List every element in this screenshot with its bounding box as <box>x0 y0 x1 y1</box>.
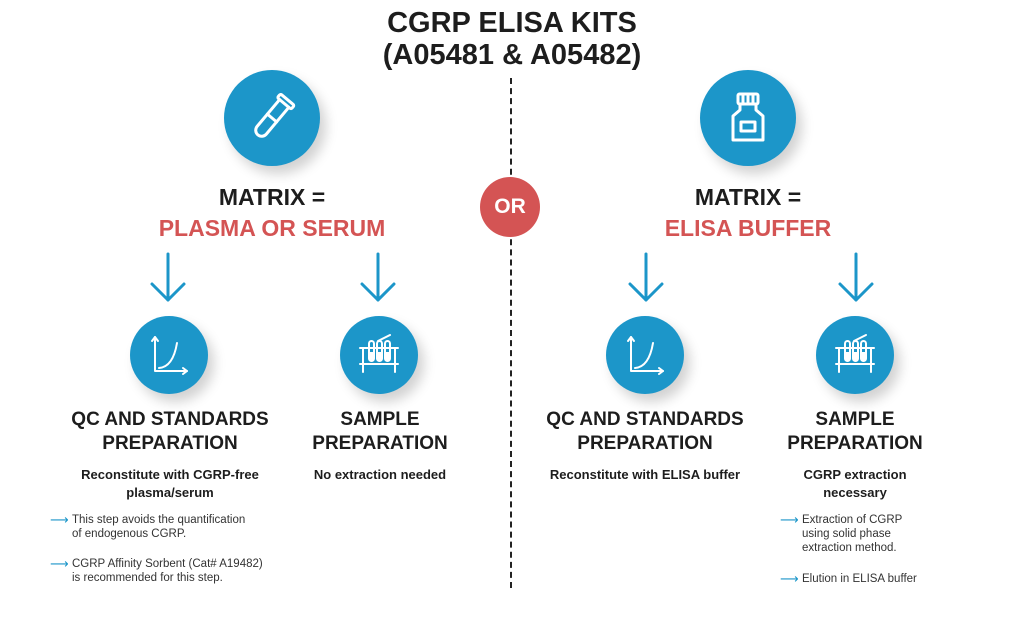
right-note-1-line-3: extraction method. <box>802 542 897 554</box>
right-sample-heading-line-1: SAMPLE <box>815 409 895 430</box>
left-qc-subtext-line-1: Reconstitute with CGRP-free <box>81 467 259 482</box>
right-sample-subtext-line-1: CGRP extraction <box>803 467 907 482</box>
growth-curve-icon <box>606 316 684 394</box>
right-qc-heading-line-2: PREPARATION <box>577 433 713 454</box>
dashed-divider <box>510 78 512 588</box>
left-qc-subtext-line-2: plasma/serum <box>126 485 214 500</box>
right-note-1-line-2: using solid phase <box>802 528 891 540</box>
right-qc-subtext: Reconstitute with ELISA buffer <box>549 467 741 482</box>
left-matrix: MATRIX = PLASMA OR SERUM <box>122 182 422 244</box>
left-qc-subtext: Reconstitute with CGRP-free plasma/serum <box>40 466 300 502</box>
right-sample-heading: SAMPLE PREPARATION <box>765 408 945 456</box>
test-tube-rack-icon <box>340 316 418 394</box>
left-qc-heading: QC AND STANDARDS PREPARATION <box>40 408 300 456</box>
right-qc-heading: QC AND STANDARDS PREPARATION <box>515 408 775 456</box>
growth-curve-icon <box>130 316 208 394</box>
arrow-right-icon: ⟶ <box>50 556 69 571</box>
left-qc-heading-line-1: QC AND STANDARDS <box>71 409 269 430</box>
left-note-2-line-1: CGRP Affinity Sorbent (Cat# A19482) <box>72 558 263 570</box>
down-arrow-icon <box>838 252 874 302</box>
right-sample-subtext: CGRP extraction necessary <box>765 466 945 502</box>
left-sample-subtext: No extraction needed <box>313 467 447 482</box>
arrow-right-icon: ⟶ <box>50 512 69 527</box>
left-note-1-line-1: This step avoids the quantification <box>72 514 246 526</box>
arrow-right-icon: ⟶ <box>780 571 799 586</box>
arrow-right-icon: ⟶ <box>780 512 799 527</box>
left-note-2: ⟶ CGRP Affinity Sorbent (Cat# A19482) is… <box>50 557 300 585</box>
left-note-1-line-2: of endogenous CGRP. <box>72 528 187 540</box>
right-matrix: MATRIX = ELISA BUFFER <box>598 182 898 244</box>
down-arrow-icon <box>150 252 186 302</box>
test-tube-rack-icon <box>816 316 894 394</box>
left-sample-heading: SAMPLE PREPARATION <box>290 408 470 456</box>
right-matrix-value: ELISA BUFFER <box>664 215 832 241</box>
left-sample-heading-line-2: PREPARATION <box>312 433 448 454</box>
right-note-2: ⟶ Elution in ELISA buffer <box>780 572 980 586</box>
left-note-1: ⟶ This step avoids the quantification of… <box>50 513 300 541</box>
right-sample-heading-line-2: PREPARATION <box>787 433 923 454</box>
right-note-1-line-1: Extraction of CGRP <box>802 514 903 526</box>
right-note-2-line-1: Elution in ELISA buffer <box>802 573 917 585</box>
right-note-1: ⟶ Extraction of CGRP using solid phase e… <box>780 513 980 555</box>
left-matrix-value: PLASMA OR SERUM <box>158 215 386 241</box>
test-tube-icon <box>224 70 320 166</box>
left-note-2-line-2: is recommended for this step. <box>72 572 223 584</box>
left-matrix-label: MATRIX = <box>218 184 326 210</box>
bottle-icon <box>700 70 796 166</box>
left-sample-heading-line-1: SAMPLE <box>340 409 420 430</box>
left-qc-heading-line-2: PREPARATION <box>102 433 238 454</box>
right-qc-heading-line-1: QC AND STANDARDS <box>546 409 744 430</box>
right-sample-subtext-line-2: necessary <box>823 485 887 500</box>
down-arrow-icon <box>628 252 664 302</box>
title-line-1: CGRP ELISA KITS <box>387 7 637 39</box>
title-line-2: (A05481 & A05482) <box>382 39 642 71</box>
right-matrix-label: MATRIX = <box>694 184 802 210</box>
or-badge: OR <box>480 177 540 237</box>
down-arrow-icon <box>360 252 396 302</box>
